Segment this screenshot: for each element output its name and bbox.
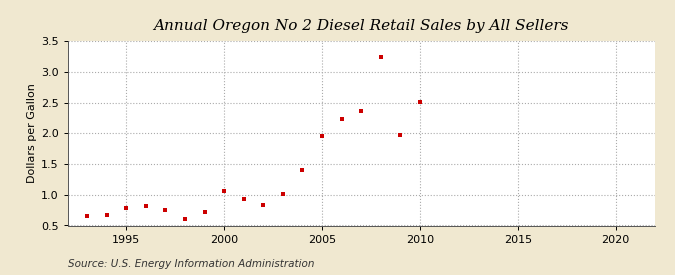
Y-axis label: Dollars per Gallon: Dollars per Gallon	[26, 83, 36, 183]
Text: Source: U.S. Energy Information Administration: Source: U.S. Energy Information Administ…	[68, 259, 314, 269]
Title: Annual Oregon No 2 Diesel Retail Sales by All Sellers: Annual Oregon No 2 Diesel Retail Sales b…	[153, 19, 569, 33]
